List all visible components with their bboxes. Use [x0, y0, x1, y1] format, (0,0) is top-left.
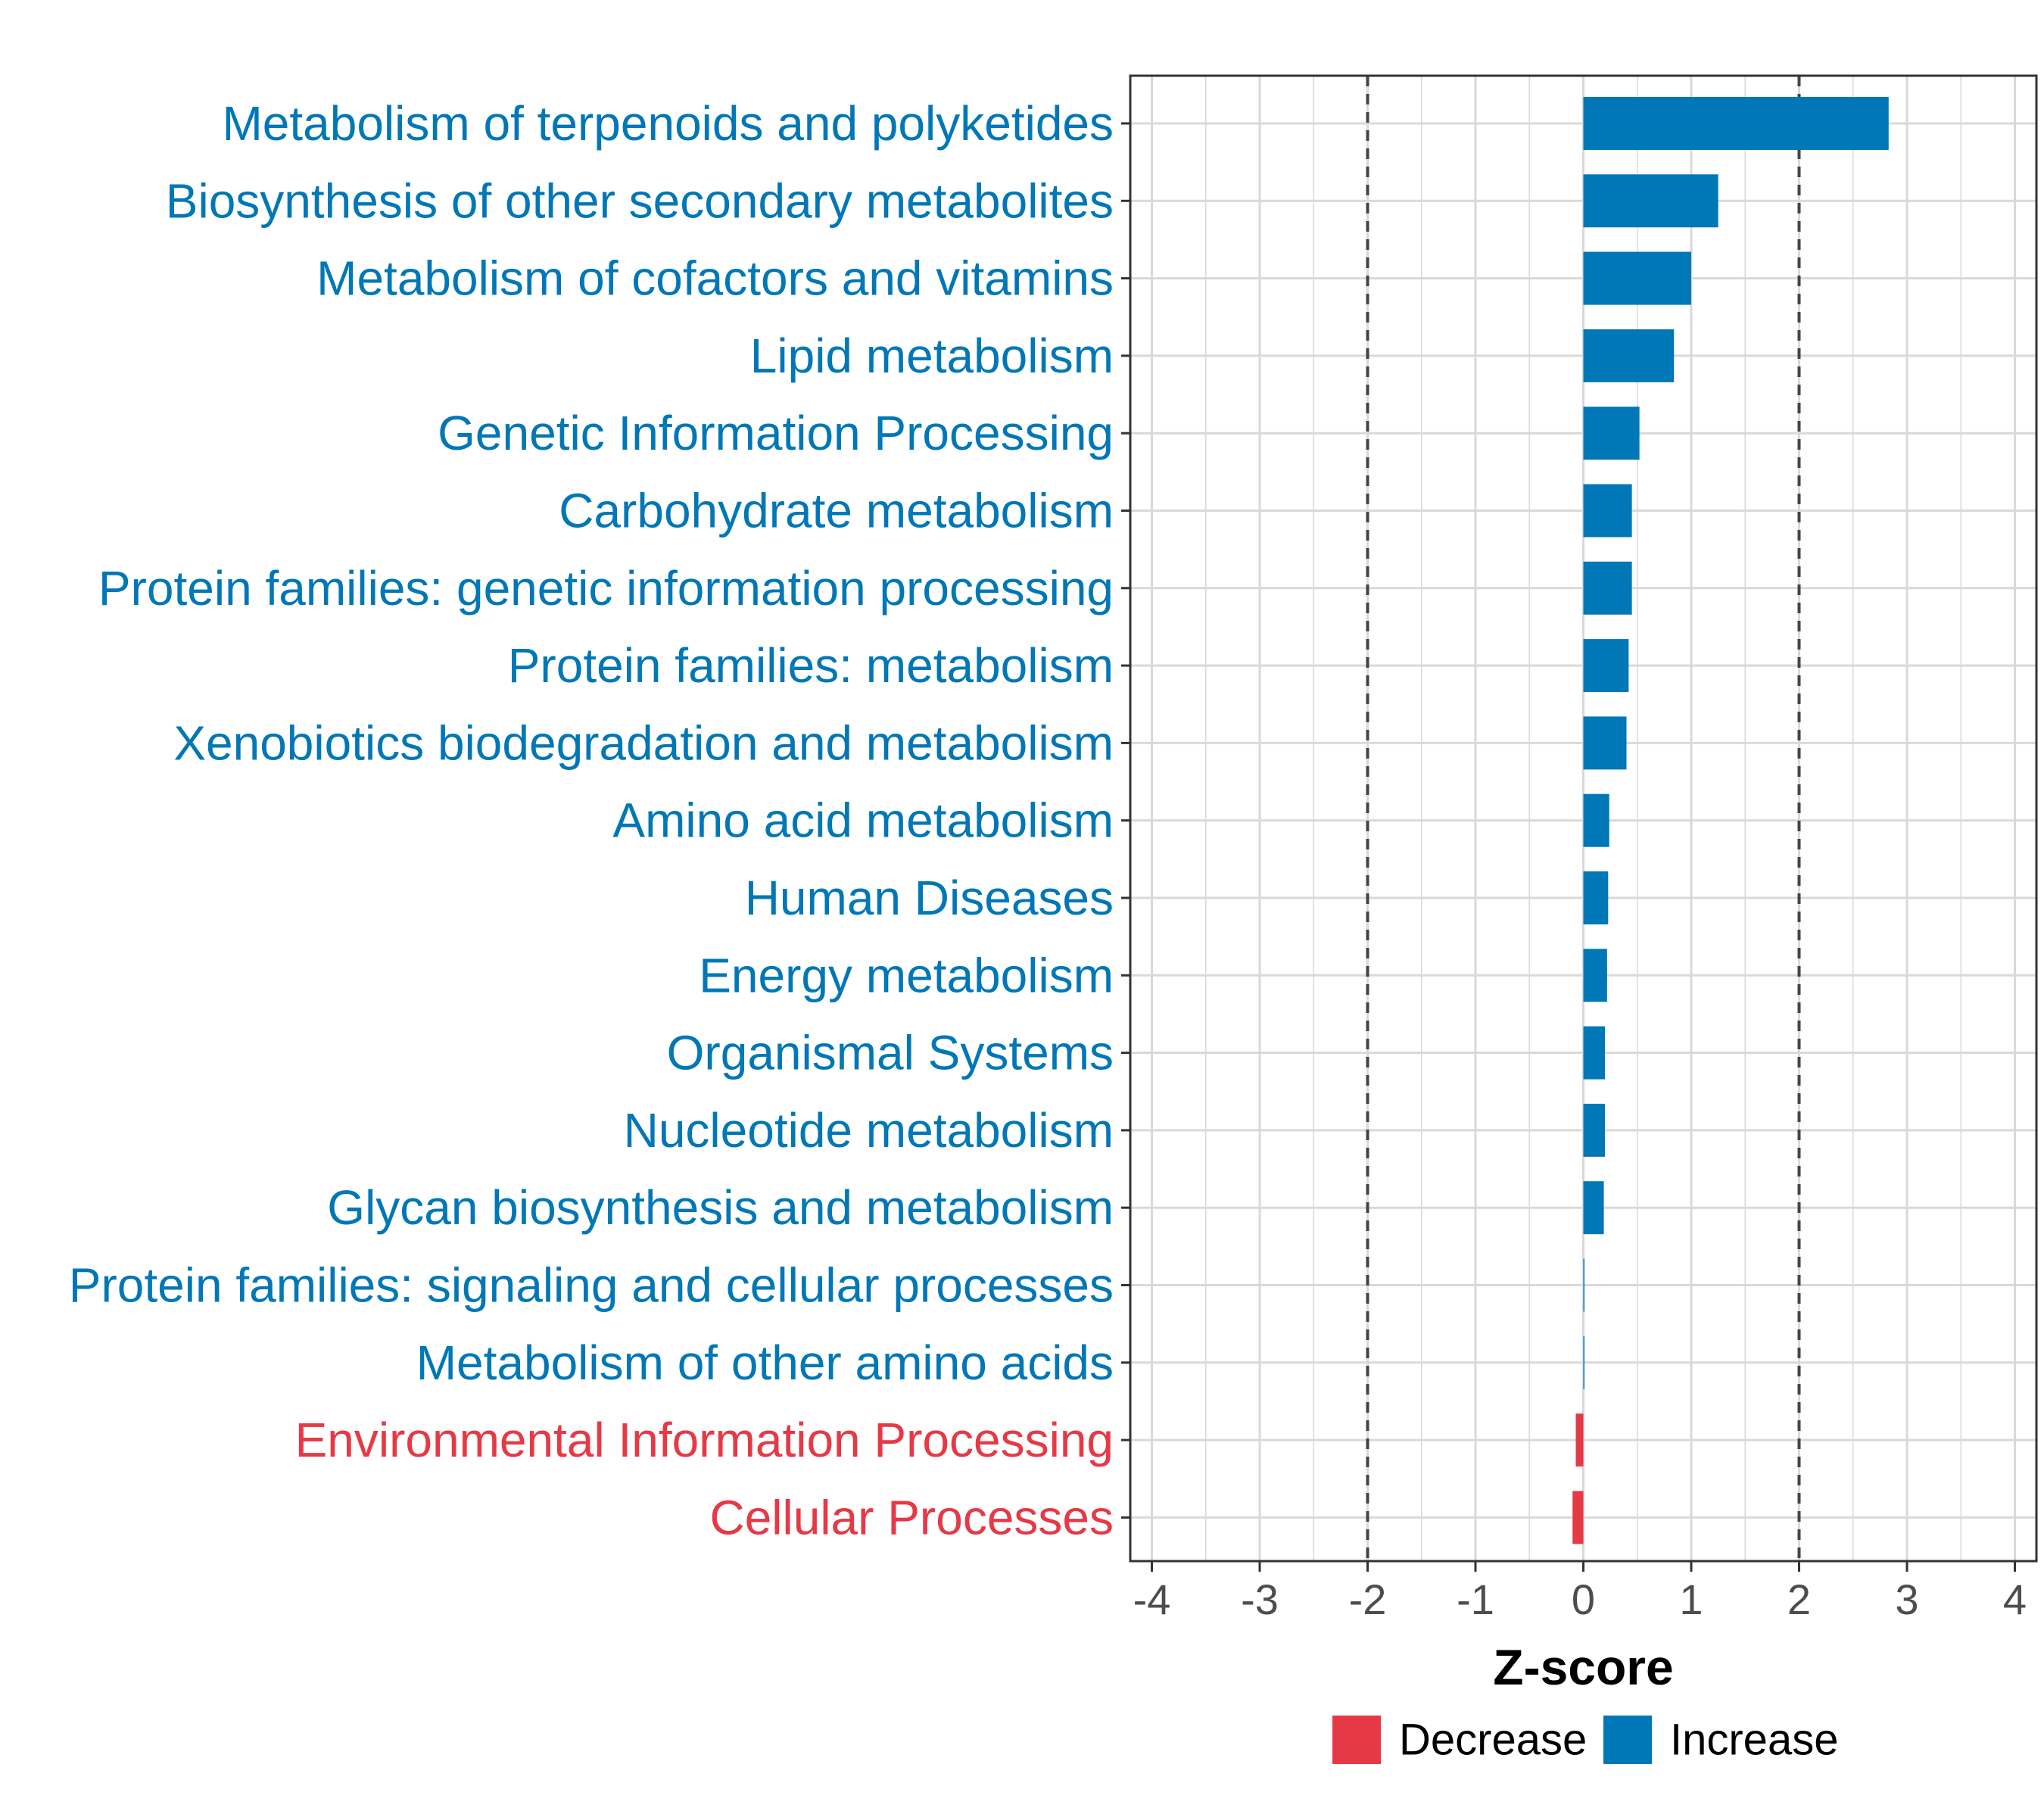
- legend: Decrease Increase: [1332, 1716, 1838, 1765]
- bar: [1583, 871, 1609, 924]
- x-axis-title: Z-score: [1493, 1639, 1673, 1695]
- bar: [1583, 949, 1607, 1002]
- bar: [1583, 407, 1640, 460]
- category-label: Protein families: genetic information pr…: [98, 561, 1114, 616]
- category-label: Cellular Processes: [709, 1490, 1114, 1544]
- category-label: Genetic Information Processing: [438, 406, 1114, 460]
- category-label: Xenobiotics biodegradation and metabolis…: [173, 715, 1114, 770]
- x-axis-ticks: -4 -3 -2 -1 0 1 2 3 4: [1133, 1561, 2027, 1623]
- category-label: Biosynthesis of other secondary metaboli…: [166, 173, 1114, 228]
- x-tick-label: -3: [1241, 1575, 1279, 1623]
- legend-label: Decrease: [1399, 1716, 1587, 1765]
- bar: [1575, 1413, 1584, 1467]
- legend-key: [1332, 1716, 1381, 1764]
- legend-label: Increase: [1670, 1716, 1838, 1765]
- category-label: Metabolism of cofactors and vitamins: [316, 251, 1114, 306]
- reference-lines: [1366, 76, 1801, 1561]
- category-label: Amino acid metabolism: [612, 793, 1114, 848]
- bar: [1583, 174, 1718, 228]
- category-label: Protein families: metabolism: [508, 638, 1114, 693]
- category-label: Protein families: signaling and cellular…: [69, 1258, 1114, 1313]
- bar: [1583, 1258, 1584, 1312]
- bar: [1583, 1026, 1605, 1080]
- bar: [1583, 639, 1629, 693]
- bar: [1583, 484, 1632, 538]
- x-tick-label: 1: [1679, 1575, 1703, 1623]
- category-label: Energy metabolism: [699, 948, 1114, 1002]
- bar: [1583, 97, 1889, 150]
- x-tick-label: 4: [2003, 1575, 2027, 1623]
- bar: [1583, 1335, 1584, 1389]
- category-label: Glycan biosynthesis and metabolism: [327, 1180, 1114, 1235]
- category-label: Human Diseases: [745, 871, 1114, 925]
- x-tick-label: 3: [1895, 1575, 1918, 1623]
- bars: [1572, 97, 1889, 1544]
- bar: [1583, 793, 1609, 847]
- bar: [1583, 561, 1632, 615]
- bar: [1572, 1491, 1584, 1544]
- category-label: Metabolism of terpenoids and polyketides: [222, 96, 1114, 151]
- category-label: Carbohydrate metabolism: [559, 484, 1114, 538]
- category-label: Lipid metabolism: [750, 329, 1114, 383]
- x-tick-label: -2: [1349, 1575, 1387, 1623]
- category-label: Metabolism of other amino acids: [416, 1335, 1114, 1390]
- bar: [1583, 716, 1627, 770]
- x-tick-label: 0: [1572, 1575, 1595, 1623]
- bar: [1583, 1181, 1604, 1235]
- legend-key: [1603, 1716, 1652, 1764]
- bar: [1583, 1103, 1605, 1157]
- category-label: Environmental Information Processing: [295, 1413, 1114, 1467]
- y-axis-ticks: Metabolism of terpenoids and polyketides…: [69, 96, 1130, 1544]
- bar: [1583, 251, 1691, 305]
- x-tick-label: -4: [1133, 1575, 1171, 1623]
- x-tick-label: -1: [1457, 1575, 1494, 1623]
- category-label: Nucleotide metabolism: [624, 1103, 1114, 1158]
- x-tick-label: 2: [1787, 1575, 1811, 1623]
- bar: [1583, 329, 1675, 382]
- category-label: Organismal Systems: [667, 1026, 1114, 1080]
